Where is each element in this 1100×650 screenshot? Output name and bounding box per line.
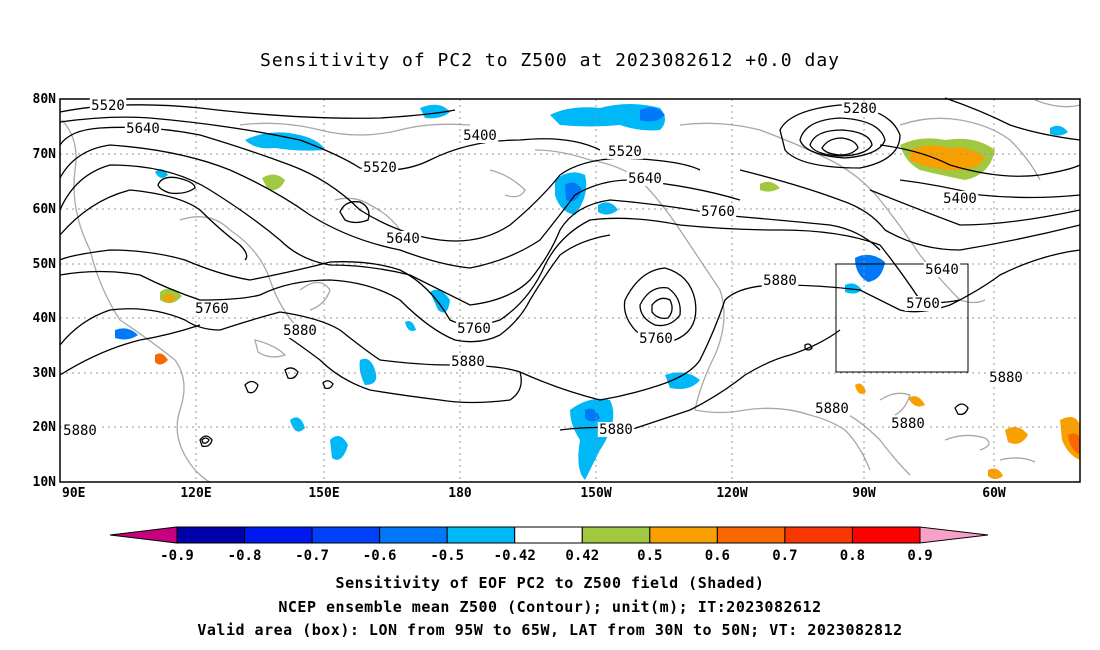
lon-label: 150W — [580, 486, 611, 501]
colorbar-label: -0.7 — [295, 548, 329, 564]
colorbar-label: 0.8 — [840, 548, 865, 564]
map-frame — [59, 98, 1081, 483]
colorbar-label: 0.6 — [705, 548, 730, 564]
colorbar-label: -0.8 — [228, 548, 262, 564]
colorbar-label: 0.5 — [637, 548, 662, 564]
longitude-labels: 90E 120E 150E 180 150W 120W 90W 60W — [62, 486, 1006, 501]
contour-label: 5880 — [283, 323, 317, 339]
colorbar-high-arrow — [919, 526, 989, 544]
contour-label: 5760 — [906, 296, 940, 312]
contour-label: 5400 — [463, 128, 497, 144]
contour-label: 5880 — [599, 422, 633, 438]
contour-label: 5880 — [63, 423, 97, 439]
lon-label: 90E — [62, 486, 85, 501]
map-title: Sensitivity of PC2 to Z500 at 2023082612… — [259, 50, 840, 71]
lon-label: 180 — [448, 486, 472, 501]
colorbar-swatch — [176, 526, 246, 544]
contour-label: 5280 — [843, 101, 877, 117]
sensitivity-shading — [115, 104, 1080, 480]
colorbar-swatch — [581, 526, 651, 544]
colorbar-label: -0.9 — [160, 548, 194, 564]
lat-label: 70N — [33, 147, 57, 162]
contour-label: 5520 — [91, 98, 125, 114]
colorbar-label: 0.9 — [907, 548, 932, 564]
colorbar-low-arrow — [109, 526, 178, 544]
contour-label: 5880 — [763, 273, 797, 289]
colorbar-swatch — [244, 526, 313, 544]
colorbar-swatch — [514, 526, 583, 544]
contour-label: 5640 — [126, 121, 160, 137]
contour-label: 5760 — [457, 321, 491, 337]
colorbar-swatch — [784, 526, 853, 544]
contour-label: 5880 — [891, 416, 925, 432]
lon-label: 150E — [308, 486, 339, 501]
gridlines — [60, 99, 1080, 482]
colorbar-swatch — [446, 526, 516, 544]
lon-label: 120W — [716, 486, 747, 501]
lat-label: 40N — [33, 311, 57, 326]
latitude-labels: 80N 70N 60N 50N 40N 30N 20N 10N — [33, 92, 57, 490]
lat-label: 10N — [33, 475, 57, 490]
contour-label: 5760 — [195, 301, 229, 317]
contour-label: 5640 — [386, 231, 420, 247]
z500-contours — [59, 97, 1081, 448]
lat-label: 30N — [33, 366, 57, 381]
colorbar-swatch — [851, 526, 921, 544]
colorbar-swatch — [379, 526, 448, 544]
colorbar-label: -0.5 — [430, 548, 464, 564]
contour-label: 5880 — [815, 401, 849, 417]
contour-label: 5640 — [628, 171, 662, 187]
colorbar-label: 0.42 — [565, 548, 599, 564]
lon-label: 120E — [180, 486, 211, 501]
colorbar-label: -0.42 — [494, 548, 536, 564]
coastlines — [61, 99, 1081, 483]
colorbar-label: 0.7 — [772, 548, 797, 564]
lat-label: 50N — [33, 257, 57, 272]
colorbar-swatch — [649, 526, 718, 544]
valid-area-box — [835, 263, 969, 373]
lat-label: 80N — [33, 92, 57, 107]
contour-label: 5760 — [639, 331, 673, 347]
caption-shading: Sensitivity of EOF PC2 to Z500 field (Sh… — [335, 574, 765, 592]
contour-label: 5640 — [925, 262, 959, 278]
contour-label: 5520 — [608, 144, 642, 160]
contour-label: 5520 — [363, 160, 397, 176]
lat-label: 20N — [33, 420, 57, 435]
colorbar: -0.9 -0.8 -0.7 -0.6 -0.5 -0.42 0.42 0.5 0.6 0.7 0.… — [109, 526, 989, 564]
contour-label: 5880 — [451, 354, 485, 370]
colorbar-swatch — [716, 526, 786, 544]
caption-contour: NCEP ensemble mean Z500 (Contour); unit(… — [278, 598, 822, 616]
contour-label: 5880 — [989, 370, 1023, 386]
caption-valid-area: Valid area (box): LON from 95W to 65W, L… — [197, 621, 903, 639]
colorbar-swatch — [311, 526, 381, 544]
lat-label: 60N — [33, 202, 57, 217]
colorbar-label: -0.6 — [363, 548, 397, 564]
contour-label: 5400 — [943, 191, 977, 207]
lon-label: 90W — [852, 486, 876, 501]
lon-label: 60W — [982, 486, 1006, 501]
contour-label: 5760 — [701, 204, 735, 220]
